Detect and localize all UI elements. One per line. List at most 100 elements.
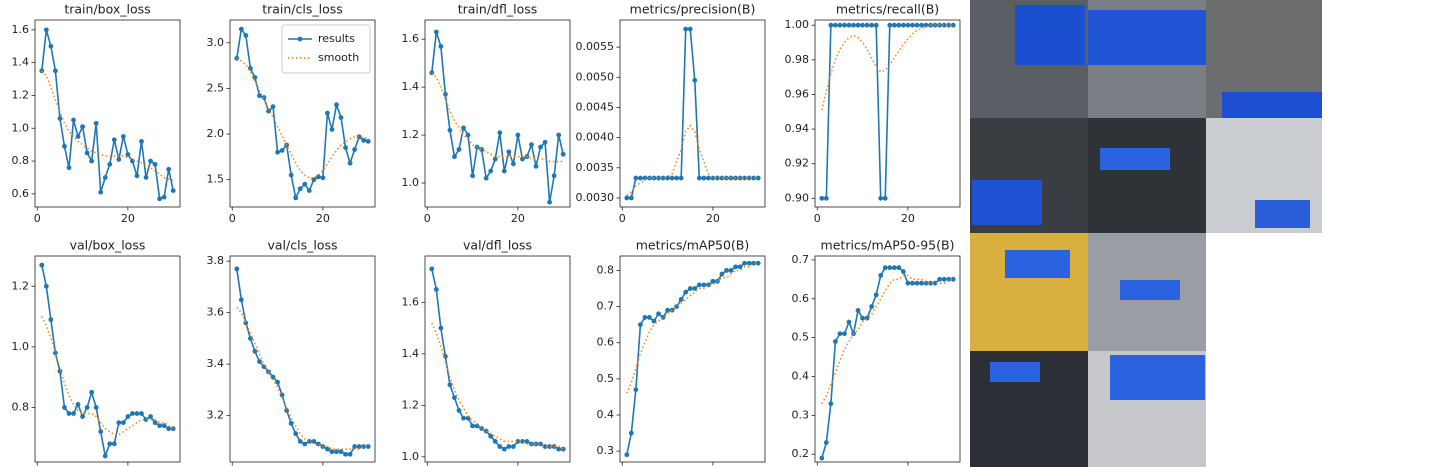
y-tick-label: 0.0045 bbox=[576, 100, 615, 113]
point bbox=[642, 315, 648, 320]
smooth-line bbox=[821, 24, 954, 111]
subplot-title: train/box_loss bbox=[64, 2, 150, 17]
point bbox=[93, 405, 99, 410]
subplot: train/dfl_loss 1.0 1.2 1.4 1.6 0 20 bbox=[402, 2, 571, 225]
point bbox=[506, 444, 512, 449]
point bbox=[352, 147, 358, 152]
point bbox=[84, 405, 90, 410]
point bbox=[910, 22, 915, 28]
point bbox=[297, 439, 303, 444]
point bbox=[560, 446, 566, 452]
results-line bbox=[821, 24, 954, 200]
point bbox=[696, 175, 702, 181]
point bbox=[71, 117, 76, 123]
point bbox=[628, 430, 634, 436]
point bbox=[157, 423, 163, 429]
point bbox=[243, 33, 249, 38]
x-tick-label: 0 bbox=[34, 212, 41, 225]
axes-frame bbox=[229, 19, 376, 208]
point bbox=[107, 161, 113, 167]
point bbox=[461, 125, 466, 131]
point bbox=[887, 265, 893, 271]
point bbox=[252, 348, 258, 354]
point bbox=[429, 266, 435, 272]
y-tick-label: 0.3 bbox=[792, 408, 810, 421]
subplot: metrics/recall(B) 0.90 0.92 0.94 0.96 0.98 1.0… bbox=[785, 2, 961, 225]
point bbox=[742, 260, 748, 266]
axes-frame bbox=[424, 19, 571, 208]
point bbox=[510, 444, 516, 449]
point bbox=[365, 138, 371, 144]
point bbox=[932, 280, 938, 286]
point bbox=[452, 395, 457, 401]
y-tick-label: 3.2 bbox=[207, 409, 225, 422]
point bbox=[860, 315, 865, 321]
point bbox=[279, 148, 285, 153]
axes-frame bbox=[424, 255, 571, 463]
point bbox=[842, 22, 847, 28]
point bbox=[238, 297, 244, 303]
point bbox=[529, 142, 534, 148]
point bbox=[261, 95, 267, 100]
point bbox=[134, 173, 140, 179]
y-tick-label: 0.98 bbox=[785, 53, 810, 66]
point bbox=[161, 423, 167, 429]
point bbox=[510, 161, 516, 167]
point bbox=[946, 22, 952, 28]
y-tick-label: 3.8 bbox=[207, 254, 225, 267]
point bbox=[637, 322, 643, 328]
point bbox=[656, 175, 661, 181]
smooth-line bbox=[236, 307, 369, 450]
point bbox=[941, 276, 947, 282]
x-tick-label: 20 bbox=[121, 212, 135, 225]
subplot-title: metrics/mAP50(B) bbox=[636, 238, 749, 253]
point bbox=[488, 433, 494, 439]
point bbox=[633, 387, 639, 393]
plate bbox=[1255, 200, 1310, 228]
point bbox=[438, 325, 444, 331]
point bbox=[701, 175, 707, 181]
point bbox=[919, 280, 924, 286]
point bbox=[52, 68, 58, 74]
point bbox=[143, 175, 149, 180]
point bbox=[547, 444, 553, 449]
point bbox=[656, 311, 661, 317]
point bbox=[238, 26, 244, 32]
point bbox=[320, 175, 326, 181]
point bbox=[683, 289, 689, 295]
y-tick-label: 0.6 bbox=[12, 187, 30, 200]
y-tick-label: 1.00 bbox=[785, 18, 810, 31]
subplot-title: val/box_loss bbox=[70, 238, 146, 253]
point bbox=[257, 359, 262, 364]
axes-frame bbox=[34, 19, 181, 208]
y-tick-label: 1.2 bbox=[402, 398, 420, 411]
y-tick-label: 0.6 bbox=[597, 336, 615, 349]
smooth-line bbox=[41, 70, 174, 182]
subplot-title: metrics/recall(B) bbox=[836, 2, 939, 17]
point bbox=[433, 287, 439, 292]
point bbox=[560, 151, 566, 157]
point bbox=[914, 22, 920, 28]
point bbox=[846, 22, 852, 28]
point bbox=[343, 451, 348, 457]
point bbox=[492, 439, 498, 444]
point bbox=[715, 175, 720, 181]
point bbox=[234, 266, 240, 272]
point bbox=[288, 172, 294, 178]
subplot-title: val/dfl_loss bbox=[463, 238, 532, 253]
point bbox=[456, 147, 462, 152]
point bbox=[139, 138, 144, 144]
point bbox=[338, 115, 344, 121]
point bbox=[447, 127, 453, 133]
smooth-line bbox=[236, 57, 369, 179]
point bbox=[442, 91, 448, 97]
point bbox=[93, 120, 99, 126]
y-tick-label: 0.5 bbox=[792, 331, 810, 344]
y-tick-label: 1.4 bbox=[12, 56, 30, 69]
point bbox=[261, 364, 267, 370]
point bbox=[170, 188, 176, 193]
point bbox=[923, 280, 929, 286]
y-tick-label: 1.6 bbox=[402, 295, 420, 308]
